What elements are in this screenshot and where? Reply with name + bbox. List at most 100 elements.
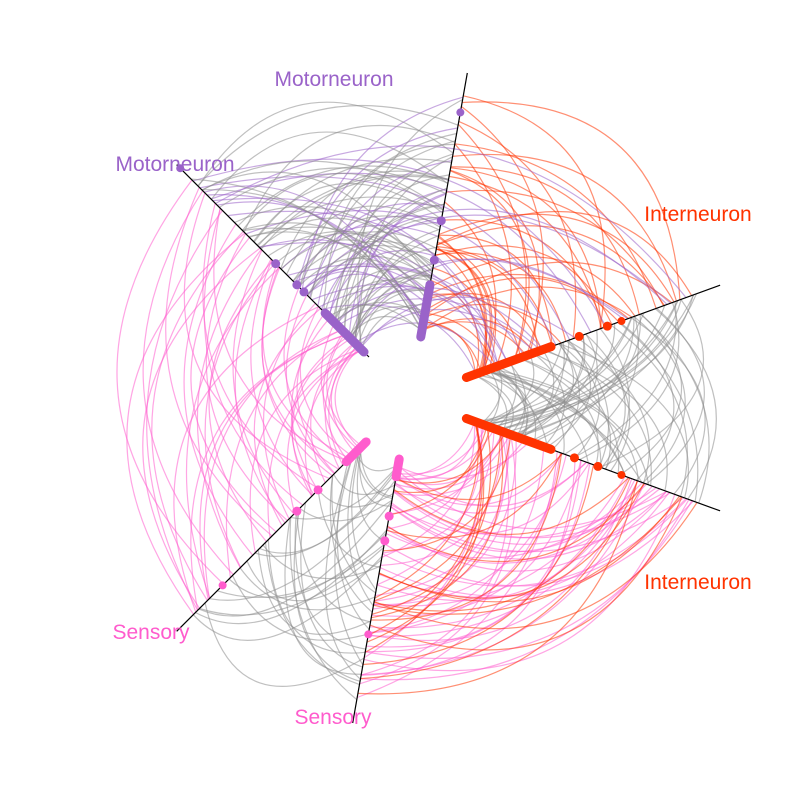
edge-4-46 [260,175,449,250]
node-sens_b-2 [384,511,394,521]
edge-9-5 [334,347,361,449]
edge-6-12 [356,446,385,542]
edge-8-22 [389,425,488,516]
node-motor_a-1 [436,216,446,226]
edge-7-46 [365,500,693,659]
node-motor_a-0 [456,108,465,117]
edge-8-7 [367,421,482,636]
edge-5-30 [579,302,680,461]
edge-7-38 [393,487,657,539]
edge-4-24 [253,158,452,243]
edge-3-24 [267,349,363,538]
edge-7-43 [393,488,660,545]
axis-line-sens_a [176,438,370,632]
edge-6-4 [192,555,383,641]
edge-1-25 [424,312,497,368]
edge-8-15 [395,432,507,484]
edge-6-20 [217,544,385,598]
edge-4-48 [241,172,443,231]
node-inter_a-0 [617,317,626,326]
edge-5-57 [512,330,598,436]
edge-8-21 [371,425,492,615]
edge-6-5 [209,479,397,601]
edge-6-1 [359,447,393,498]
edge-8-5 [357,480,638,695]
edge-1-35 [458,120,577,339]
edge-4-35 [334,174,450,324]
edge-5-61 [497,294,695,431]
edge-1-32 [423,321,482,373]
edge-4-2 [201,160,444,210]
edge-7-52 [396,469,667,530]
edge-5-63 [519,343,575,439]
edge-1-16 [457,123,527,361]
axis-label-motorneuron-left: Motorneuron [115,153,234,176]
edge-6-29 [231,575,369,641]
node-inter_a-2 [574,331,584,341]
edge-2-18 [359,296,576,349]
edge-5-6 [480,365,503,425]
edge-5-52 [567,340,650,484]
edge-7-40 [379,500,694,597]
edge-6-19 [246,559,382,602]
edge-4-54 [323,143,455,312]
edge-5-65 [519,357,599,466]
edge-8-23 [362,464,595,666]
edge-4-57 [280,239,431,283]
node-inter_a-1 [602,321,612,331]
edge-2-11 [354,322,496,368]
edge-3-2 [190,237,277,533]
edge-0-11 [301,96,464,291]
edge-5-51 [490,323,616,428]
edge-7-25 [394,434,511,490]
edge-8-16 [373,502,698,630]
edge-5-50 [618,321,675,481]
edge-5-60 [476,299,682,423]
edge-4-49 [197,104,459,187]
edge-5-45 [610,324,688,497]
edge-4-47 [349,274,432,339]
edge-6-37 [254,466,399,557]
edge-1-38 [436,210,693,296]
node-inter_a-3 [546,342,556,352]
edge-9-11 [190,334,347,611]
edge-9-16 [249,347,361,553]
edge-6-17 [351,447,377,591]
node-inter_b-2 [569,453,579,463]
edge-4-58 [243,124,456,233]
edge-9-12 [328,345,359,466]
edge-1-19 [454,143,512,367]
edge-3-23 [286,349,363,514]
edge-1-42 [436,248,491,373]
edge-4-15 [298,132,457,288]
edge-5-66 [516,342,565,438]
edge-8-11 [386,483,646,563]
edge-3-27 [326,332,363,447]
edge-4-33 [357,98,463,350]
edge-3-26 [142,247,261,609]
edge-2-14 [245,209,557,346]
node-cluster-motor_a [416,280,435,342]
edge-6-25 [336,459,370,630]
edge-7-50 [368,452,561,634]
edge-3-7 [165,187,273,537]
edge-8-24 [364,421,483,653]
edge-5-46 [475,317,633,423]
edge-5-39 [585,333,626,469]
edge-4-59 [256,196,444,246]
edge-6-13 [333,474,395,496]
edge-1-44 [450,166,640,315]
edge-8-19 [369,496,683,651]
edge-7-45 [376,479,636,602]
edge-5-28 [473,374,508,432]
edge-2-17 [349,258,625,339]
edge-7-51 [396,425,488,475]
edge-8-9 [383,434,512,552]
edge-6-23 [299,499,393,522]
node-cluster-motor_b [320,308,369,357]
edge-5-62 [474,373,643,483]
edge-3-20 [296,312,336,474]
edge-4-18 [248,231,425,319]
edge-9-18 [196,249,262,568]
